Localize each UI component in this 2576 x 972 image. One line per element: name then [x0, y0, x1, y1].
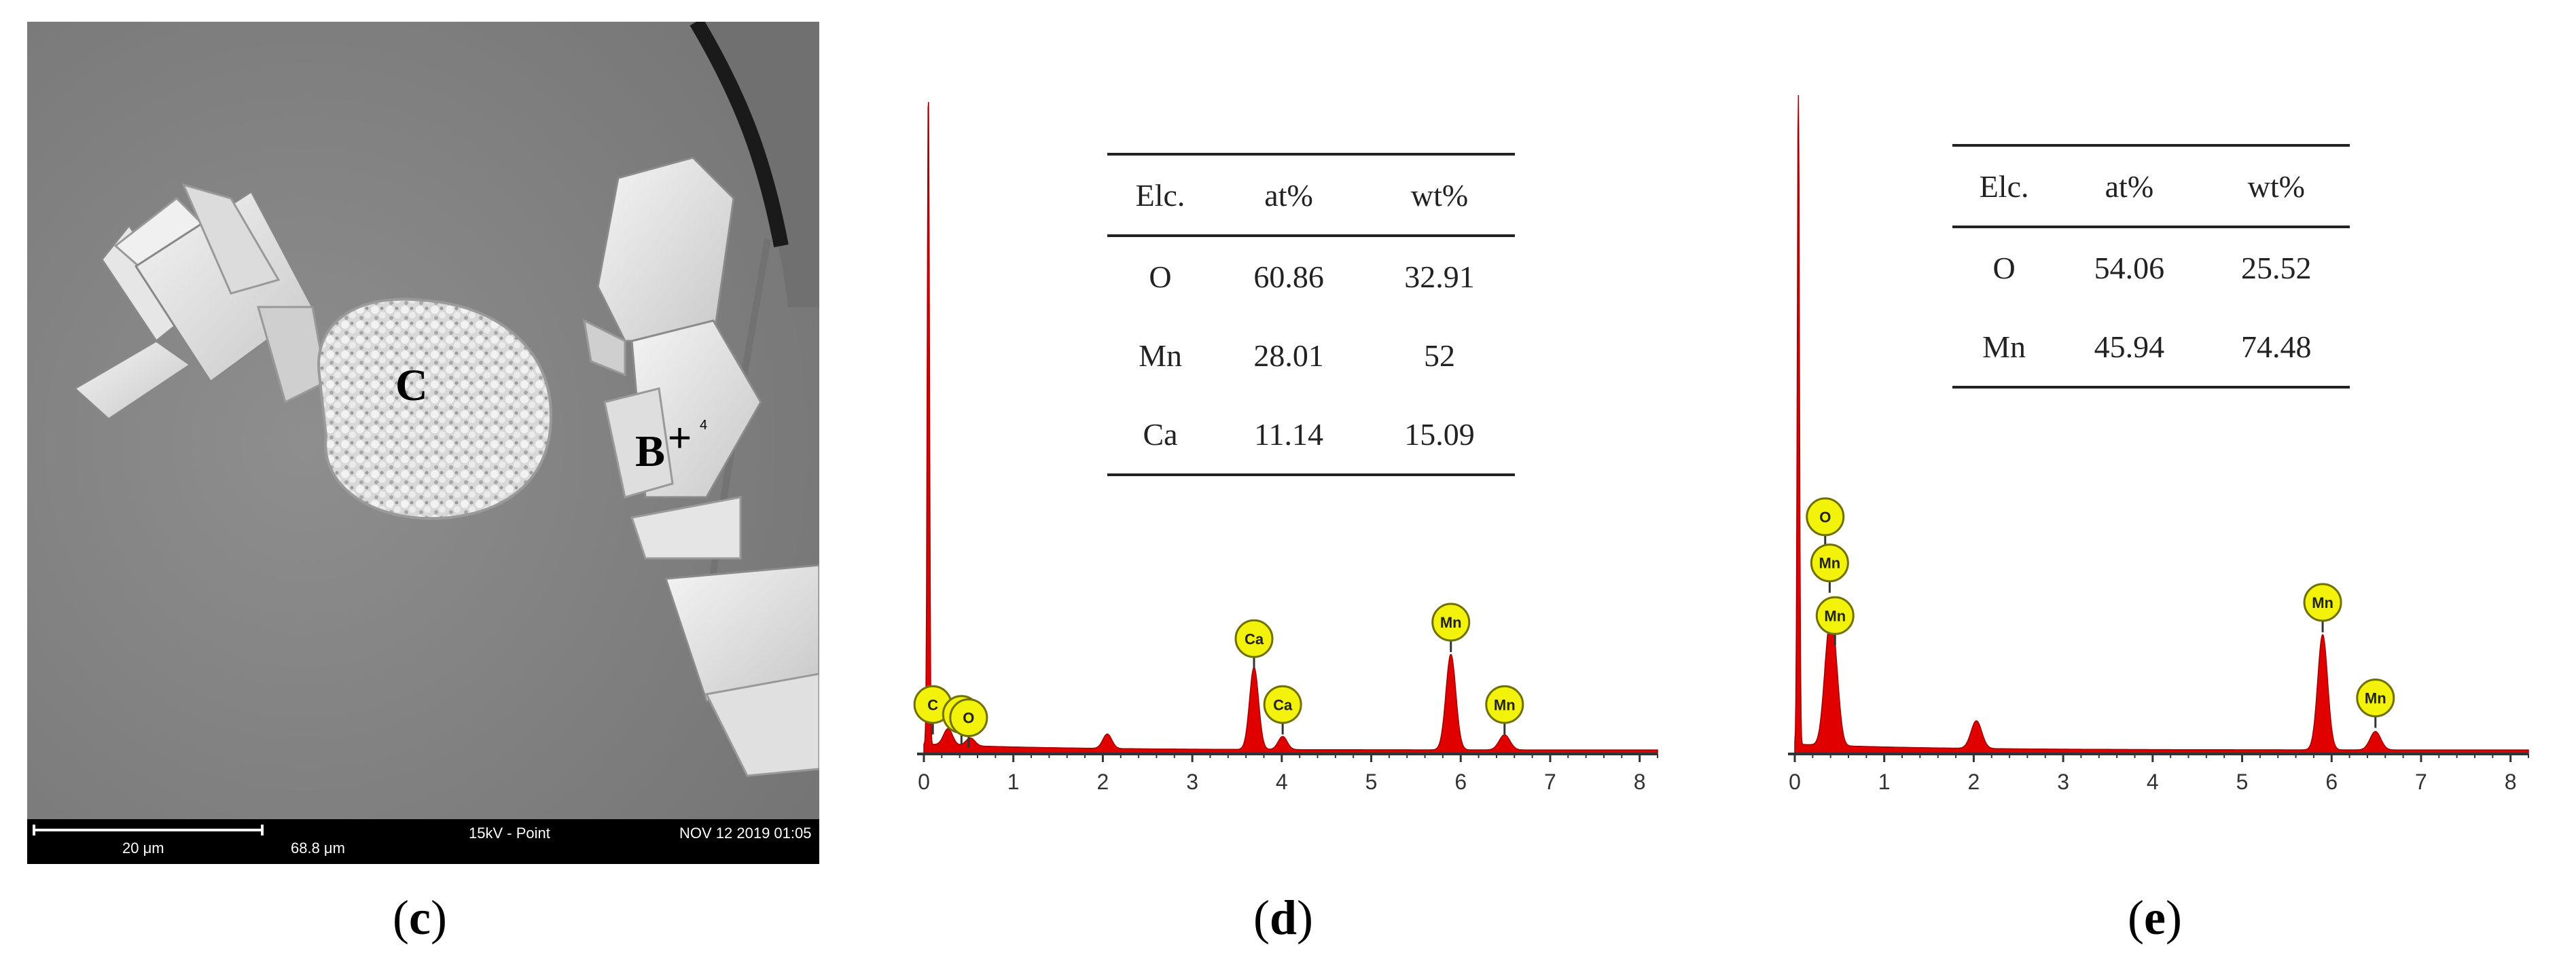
crystal-cluster-right	[583, 156, 819, 777]
table-header-row: Elc. at% wt%	[1107, 154, 1515, 236]
spectrum-area	[923, 102, 1658, 755]
element-table-e: Elc. at% wt% O 54.06 25.52 Mn 45.94 74.48	[1952, 144, 2350, 389]
eds-panel-e: 0 1 2 3 4 5 6 7 8 O Mn Mn Mn Mn Elc. at% wt% O 54.06 25.52…	[1774, 82, 2542, 815]
x-tick-label: 0	[1789, 770, 1801, 794]
table-cell: 32.91	[1404, 259, 1475, 294]
peak-label-badge	[1263, 685, 1302, 724]
caption-d-letter: d	[1269, 890, 1298, 945]
peak-label-text: Mn	[1824, 607, 1846, 624]
eds-panel-d: 0 1 2 3 4 5 6 7 8 C O O Ca Ca Mn Mn Elc. at% wt% O 60.86 32.…	[904, 82, 1671, 815]
peak-label-badge	[1810, 543, 1849, 583]
x-tick-label: 6	[2325, 770, 2338, 794]
sem-micrograph: C B + 4 20 μm 68.8 μm 15kV - Point NOV 1…	[27, 22, 819, 864]
spectrum-area	[1794, 94, 2529, 755]
caption-e-letter: e	[2143, 890, 2166, 945]
scale-bar-text: 20 μm	[122, 840, 164, 857]
point-b-label: B	[635, 427, 666, 476]
peak-label-text: O	[1819, 509, 1831, 526]
peak-label-badge	[1485, 685, 1524, 724]
table-row: Ca 11.14 15.09	[1107, 395, 1515, 475]
peak-label-text: Ca	[1245, 630, 1264, 647]
peak-label-text: Mn	[1494, 696, 1516, 713]
peak-label-badge	[1815, 596, 1855, 635]
peak-label-badge	[1806, 497, 1845, 537]
table-cell: 74.48	[2241, 329, 2312, 364]
x-tick-label: 7	[2415, 770, 2427, 794]
x-tick-label: 1	[1007, 770, 1020, 794]
peak-label-badge	[2303, 583, 2342, 622]
table-cell: O	[1992, 250, 2016, 285]
crystal-cluster-left	[73, 183, 327, 420]
peak-label-text: Mn	[1440, 614, 1462, 631]
eds-spectrum-d: 0 1 2 3 4 5 6 7 8 C O O Ca Ca Mn Mn	[913, 102, 1658, 794]
table-cell: 28.01	[1253, 338, 1324, 373]
table-header-cell: Elc.	[1135, 177, 1185, 213]
table-row: O 54.06 25.52	[1952, 227, 2350, 307]
peak-label-badge	[1234, 619, 1274, 658]
peak-label-text: Mn	[2312, 594, 2333, 611]
peak-label-text: Mn	[1819, 555, 1840, 572]
x-tick-label: 5	[2236, 770, 2249, 794]
table-header-cell: wt%	[1410, 177, 1469, 213]
x-tick-label: 4	[1276, 770, 1288, 794]
scale-bar-line	[33, 829, 264, 831]
eds-spectrum-e: 0 1 2 3 4 5 6 7 8 O Mn Mn Mn Mn	[1788, 94, 2529, 794]
peak-label-badge	[2356, 679, 2395, 718]
x-tick-label: 3	[2057, 770, 2069, 794]
table-header-cell: at%	[2105, 168, 2154, 204]
x-tick-label: 8	[2505, 770, 2517, 794]
table-cell: 25.52	[2241, 250, 2312, 285]
table-cell: 54.06	[2094, 250, 2165, 285]
x-tick-label: 7	[1544, 770, 1556, 794]
peak-label-text: Ca	[1273, 696, 1293, 713]
table-cell: 60.86	[1253, 259, 1324, 294]
x-tick-label: 5	[1365, 770, 1378, 794]
point-c-label: C	[395, 361, 428, 410]
x-tick-label: 3	[1186, 770, 1198, 794]
table-cell: Mn	[1139, 338, 1182, 373]
kv-mode-text: 15kV - Point	[469, 825, 550, 842]
x-tick-label: 4	[2147, 770, 2159, 794]
table-cell: O	[1149, 259, 1172, 294]
field-width-text: 68.8 μm	[291, 840, 345, 857]
x-tick-label: 2	[1097, 770, 1109, 794]
table-header-row: Elc. at% wt%	[1952, 145, 2350, 227]
table-cell: 52	[1424, 338, 1456, 373]
caption-d: (d)	[1253, 890, 1314, 945]
peak-label-badge	[1431, 602, 1471, 642]
caption-e: (e)	[2128, 890, 2182, 945]
table-header-cell: at%	[1264, 177, 1313, 213]
table-header-cell: Elc.	[1979, 168, 2029, 204]
table-header-cell: wt%	[2247, 168, 2305, 204]
x-tick-label: 1	[1878, 770, 1891, 794]
table-cell: 11.14	[1254, 416, 1323, 452]
table-row: Mn 28.01 52	[1107, 316, 1515, 395]
sem-image	[27, 22, 819, 864]
sem-info-bar: 20 μm 68.8 μm 15kV - Point NOV 12 2019 0…	[27, 819, 819, 864]
table-cell: 45.94	[2094, 329, 2165, 364]
caption-c-letter: c	[408, 890, 431, 945]
x-tick-label: 2	[1968, 770, 1980, 794]
peak-label-badge	[949, 698, 988, 738]
table-cell: Ca	[1143, 416, 1178, 452]
peak-label-text: Mn	[2365, 690, 2386, 707]
point-b-marker: +	[668, 415, 692, 461]
timestamp-text: NOV 12 2019 01:05	[679, 825, 812, 842]
caption-c: (c)	[393, 890, 447, 945]
x-tick-label: 8	[1634, 770, 1646, 794]
table-cell: 15.09	[1404, 416, 1475, 452]
peak-label-text: O	[963, 710, 974, 727]
table-cell: Mn	[1982, 329, 2026, 364]
element-table-d: Elc. at% wt% O 60.86 32.91 Mn 28.01 52 Ca 11.14 15.…	[1107, 153, 1515, 476]
x-tick-label: 6	[1454, 770, 1467, 794]
table-row: Mn 45.94 74.48	[1952, 307, 2350, 387]
point-b-index: 4	[700, 418, 708, 433]
aggregate-c	[317, 298, 553, 520]
table-row: O 60.86 32.91	[1107, 236, 1515, 316]
peak-label-text: C	[927, 696, 938, 713]
x-tick-label: 0	[918, 770, 930, 794]
